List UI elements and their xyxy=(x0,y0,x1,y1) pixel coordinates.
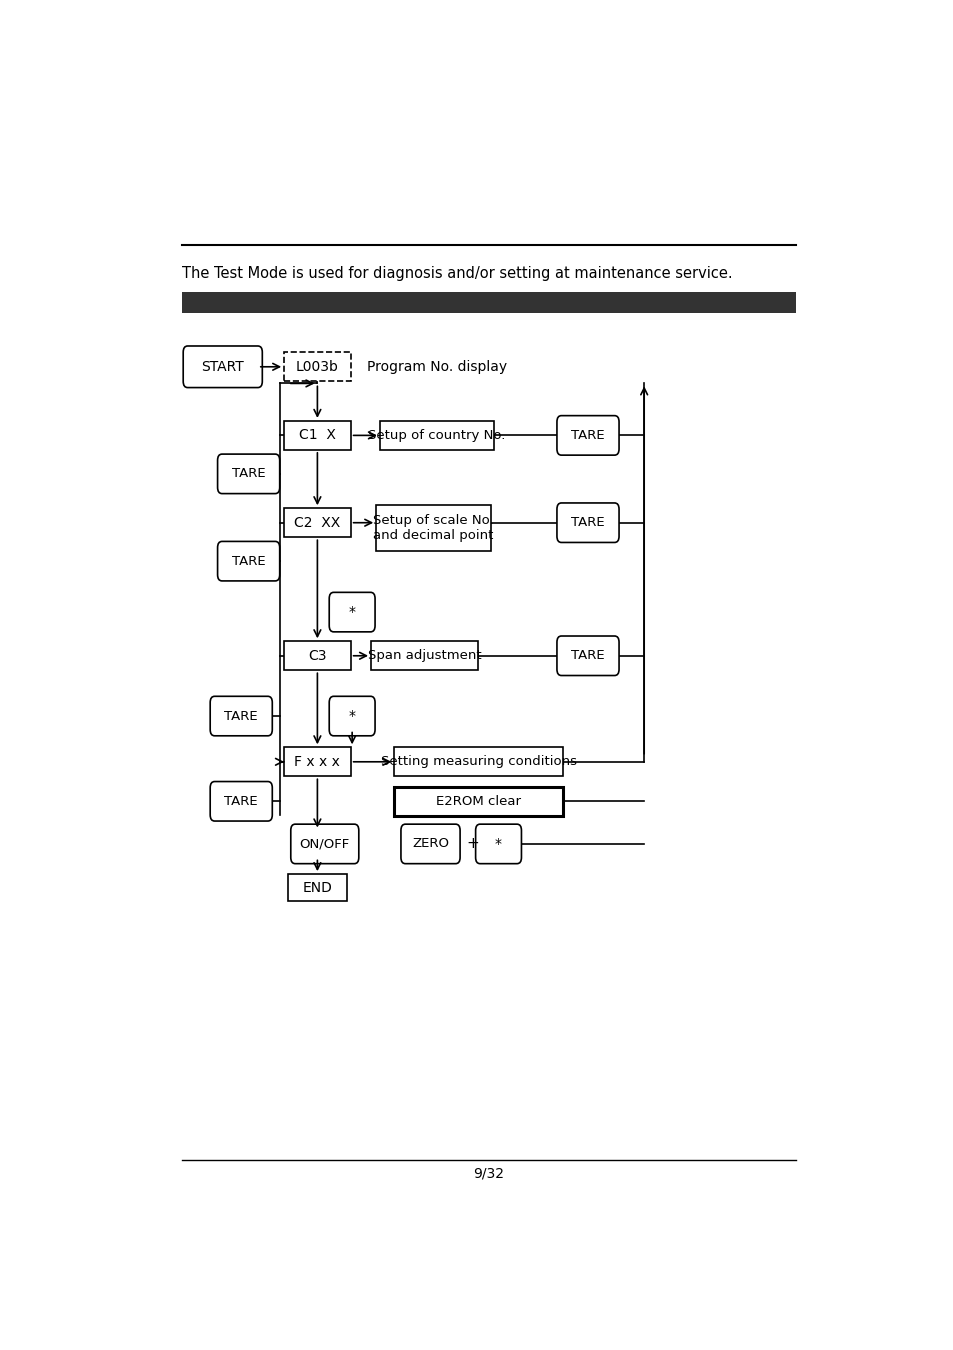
Text: TARE: TARE xyxy=(571,649,604,663)
Text: F x x x: F x x x xyxy=(294,755,340,768)
FancyBboxPatch shape xyxy=(291,824,358,864)
Text: Program No. display: Program No. display xyxy=(367,360,507,374)
FancyBboxPatch shape xyxy=(217,454,279,494)
Text: Setup of country No.: Setup of country No. xyxy=(368,429,505,441)
Text: *: * xyxy=(348,709,355,724)
Text: Setting measuring conditions: Setting measuring conditions xyxy=(380,755,576,768)
Text: L003b: L003b xyxy=(295,360,338,374)
Bar xyxy=(394,748,562,776)
Text: TARE: TARE xyxy=(232,467,265,481)
Bar xyxy=(284,641,351,671)
Text: Span adjustment: Span adjustment xyxy=(368,649,481,663)
Text: TARE: TARE xyxy=(224,710,257,722)
Text: C2  XX: C2 XX xyxy=(294,516,340,529)
FancyBboxPatch shape xyxy=(329,593,375,632)
FancyBboxPatch shape xyxy=(210,697,272,736)
Text: Setup of scale No.
and decimal point: Setup of scale No. and decimal point xyxy=(373,514,494,541)
Bar xyxy=(371,641,477,671)
Text: TARE: TARE xyxy=(224,795,257,807)
FancyBboxPatch shape xyxy=(329,697,375,736)
FancyBboxPatch shape xyxy=(557,416,618,455)
FancyBboxPatch shape xyxy=(284,352,351,381)
Text: 9/32: 9/32 xyxy=(473,1166,504,1180)
FancyBboxPatch shape xyxy=(557,504,618,543)
FancyBboxPatch shape xyxy=(217,541,279,580)
Text: ON/OFF: ON/OFF xyxy=(299,837,350,850)
Text: START: START xyxy=(201,360,244,374)
Text: +: + xyxy=(466,837,478,852)
Text: The Test Mode is used for diagnosis and/or setting at maintenance service.: The Test Mode is used for diagnosis and/… xyxy=(182,266,732,281)
FancyBboxPatch shape xyxy=(400,824,459,864)
Bar xyxy=(284,508,351,537)
Bar xyxy=(394,787,562,815)
Text: C3: C3 xyxy=(308,649,326,663)
Bar xyxy=(379,421,494,450)
FancyBboxPatch shape xyxy=(210,782,272,821)
Bar xyxy=(284,748,351,776)
Text: ZERO: ZERO xyxy=(412,837,449,850)
Text: TARE: TARE xyxy=(571,429,604,441)
FancyBboxPatch shape xyxy=(183,346,262,387)
Text: END: END xyxy=(302,880,332,895)
Bar xyxy=(284,421,351,450)
Text: *: * xyxy=(495,837,501,850)
FancyBboxPatch shape xyxy=(476,824,521,864)
Text: E2ROM clear: E2ROM clear xyxy=(436,795,520,807)
Text: TARE: TARE xyxy=(232,555,265,567)
FancyBboxPatch shape xyxy=(557,636,618,675)
Bar xyxy=(375,505,490,551)
Text: TARE: TARE xyxy=(571,516,604,529)
Text: C1  X: C1 X xyxy=(298,428,335,443)
Text: *: * xyxy=(348,605,355,620)
Bar xyxy=(288,873,347,900)
Bar xyxy=(182,292,795,313)
